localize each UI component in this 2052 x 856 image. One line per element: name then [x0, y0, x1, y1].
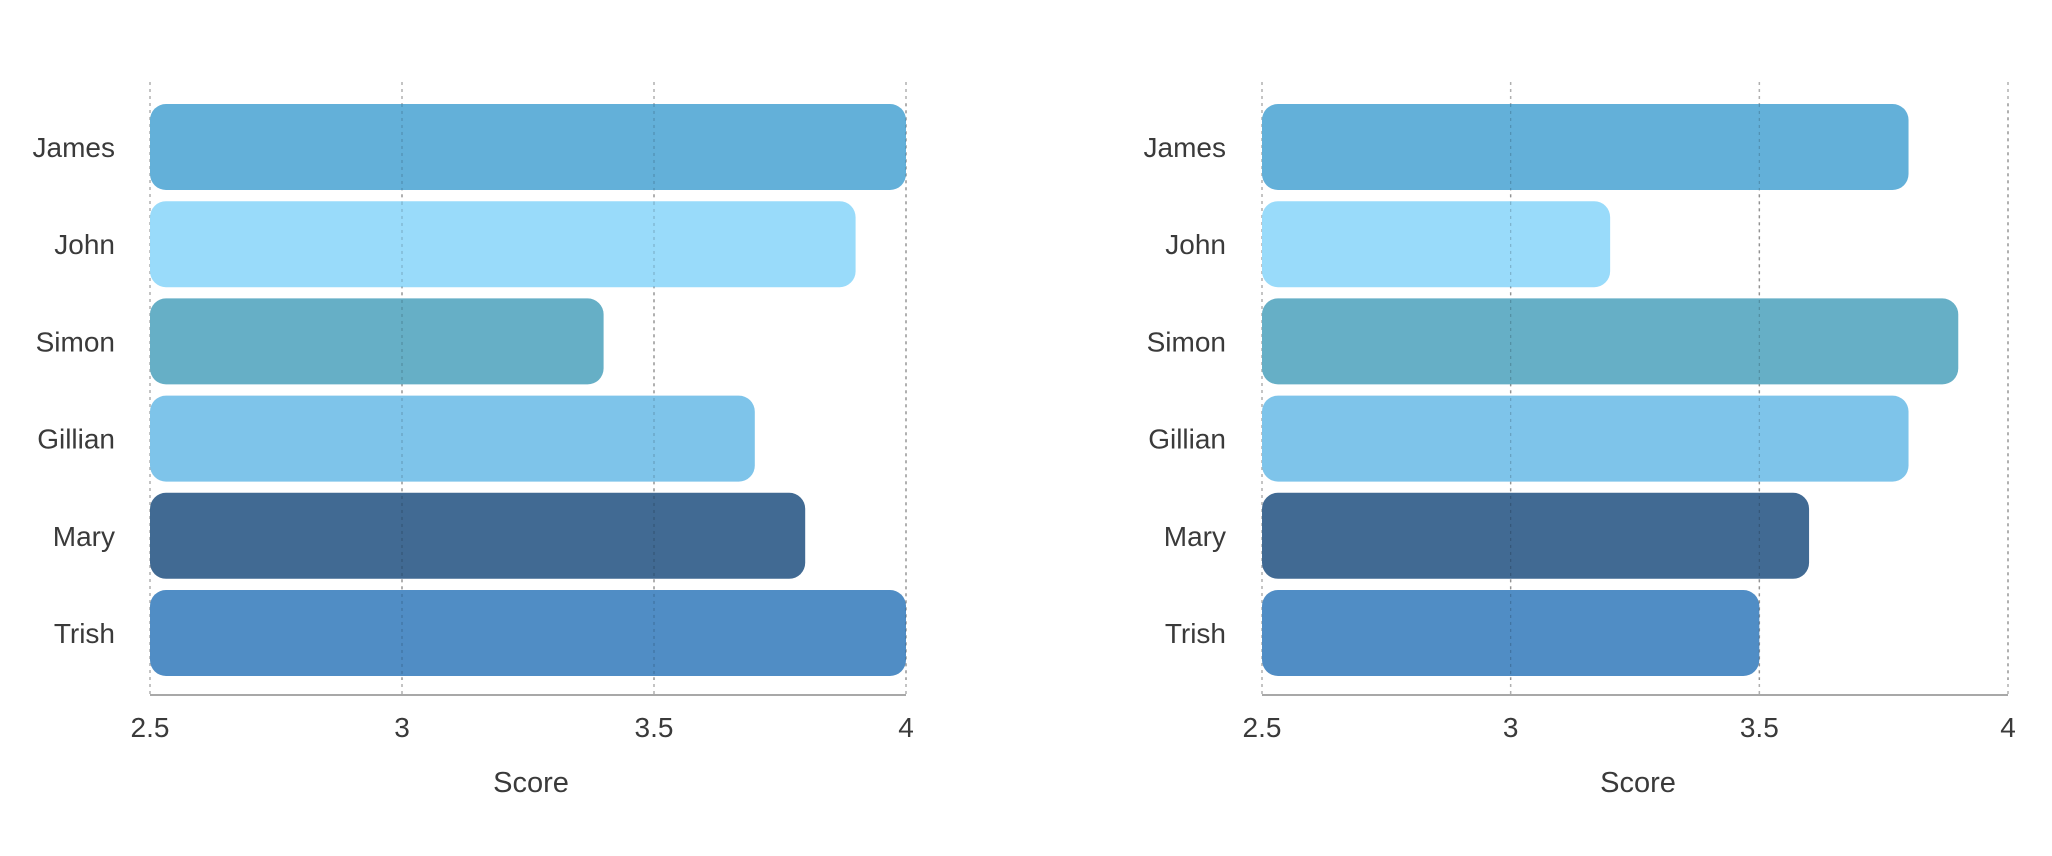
x-axis-title: Score [493, 767, 569, 799]
bar-simon[interactable] [1262, 298, 1959, 385]
x-tick-label-1: 3 [394, 712, 410, 743]
x-tick-label-2: 3.5 [1740, 712, 1779, 743]
x-tick-label-3: 4 [2000, 712, 2016, 743]
x-tick-label-1: 3 [1503, 712, 1519, 743]
category-label-james: James [33, 132, 115, 163]
bar-john[interactable] [150, 201, 856, 288]
category-label-trish: Trish [54, 618, 115, 649]
x-tick-label-3: 4 [898, 712, 914, 743]
x-tick-label-0: 2.5 [1243, 712, 1282, 743]
category-label-john: John [1165, 229, 1226, 260]
bar-mary[interactable] [1262, 492, 1810, 579]
category-label-gillian: Gillian [1148, 424, 1226, 455]
category-label-james: James [1144, 132, 1226, 163]
bar-trish[interactable] [1262, 590, 1760, 676]
chart-left: James John Simon Gillian Mary Trish 2.5 3 3.5 4 Sc… [33, 82, 914, 799]
bar-james[interactable] [150, 104, 906, 190]
category-label-trish: Trish [1165, 618, 1226, 649]
x-axis-title: Score [1600, 767, 1676, 799]
category-label-mary: Mary [53, 521, 115, 552]
category-label-john: John [54, 229, 115, 260]
bar-trish[interactable] [150, 590, 906, 676]
x-tick-label-0: 2.5 [131, 712, 170, 743]
bar-james[interactable] [1262, 104, 1909, 190]
bar-gillian[interactable] [1262, 395, 1909, 482]
category-label-simon: Simon [36, 326, 115, 357]
category-label-gillian: Gillian [37, 424, 115, 455]
bar-john[interactable] [1262, 201, 1611, 288]
category-label-mary: Mary [1164, 521, 1226, 552]
bar-simon[interactable] [150, 298, 604, 385]
chart-right: James John Simon Gillian Mary Trish 2.5 3 3.5 4 Sc… [1144, 82, 2016, 799]
category-label-simon: Simon [1147, 326, 1226, 357]
bar-mary[interactable] [150, 492, 806, 579]
x-tick-label-2: 3.5 [635, 712, 674, 743]
bar-gillian[interactable] [150, 395, 755, 482]
